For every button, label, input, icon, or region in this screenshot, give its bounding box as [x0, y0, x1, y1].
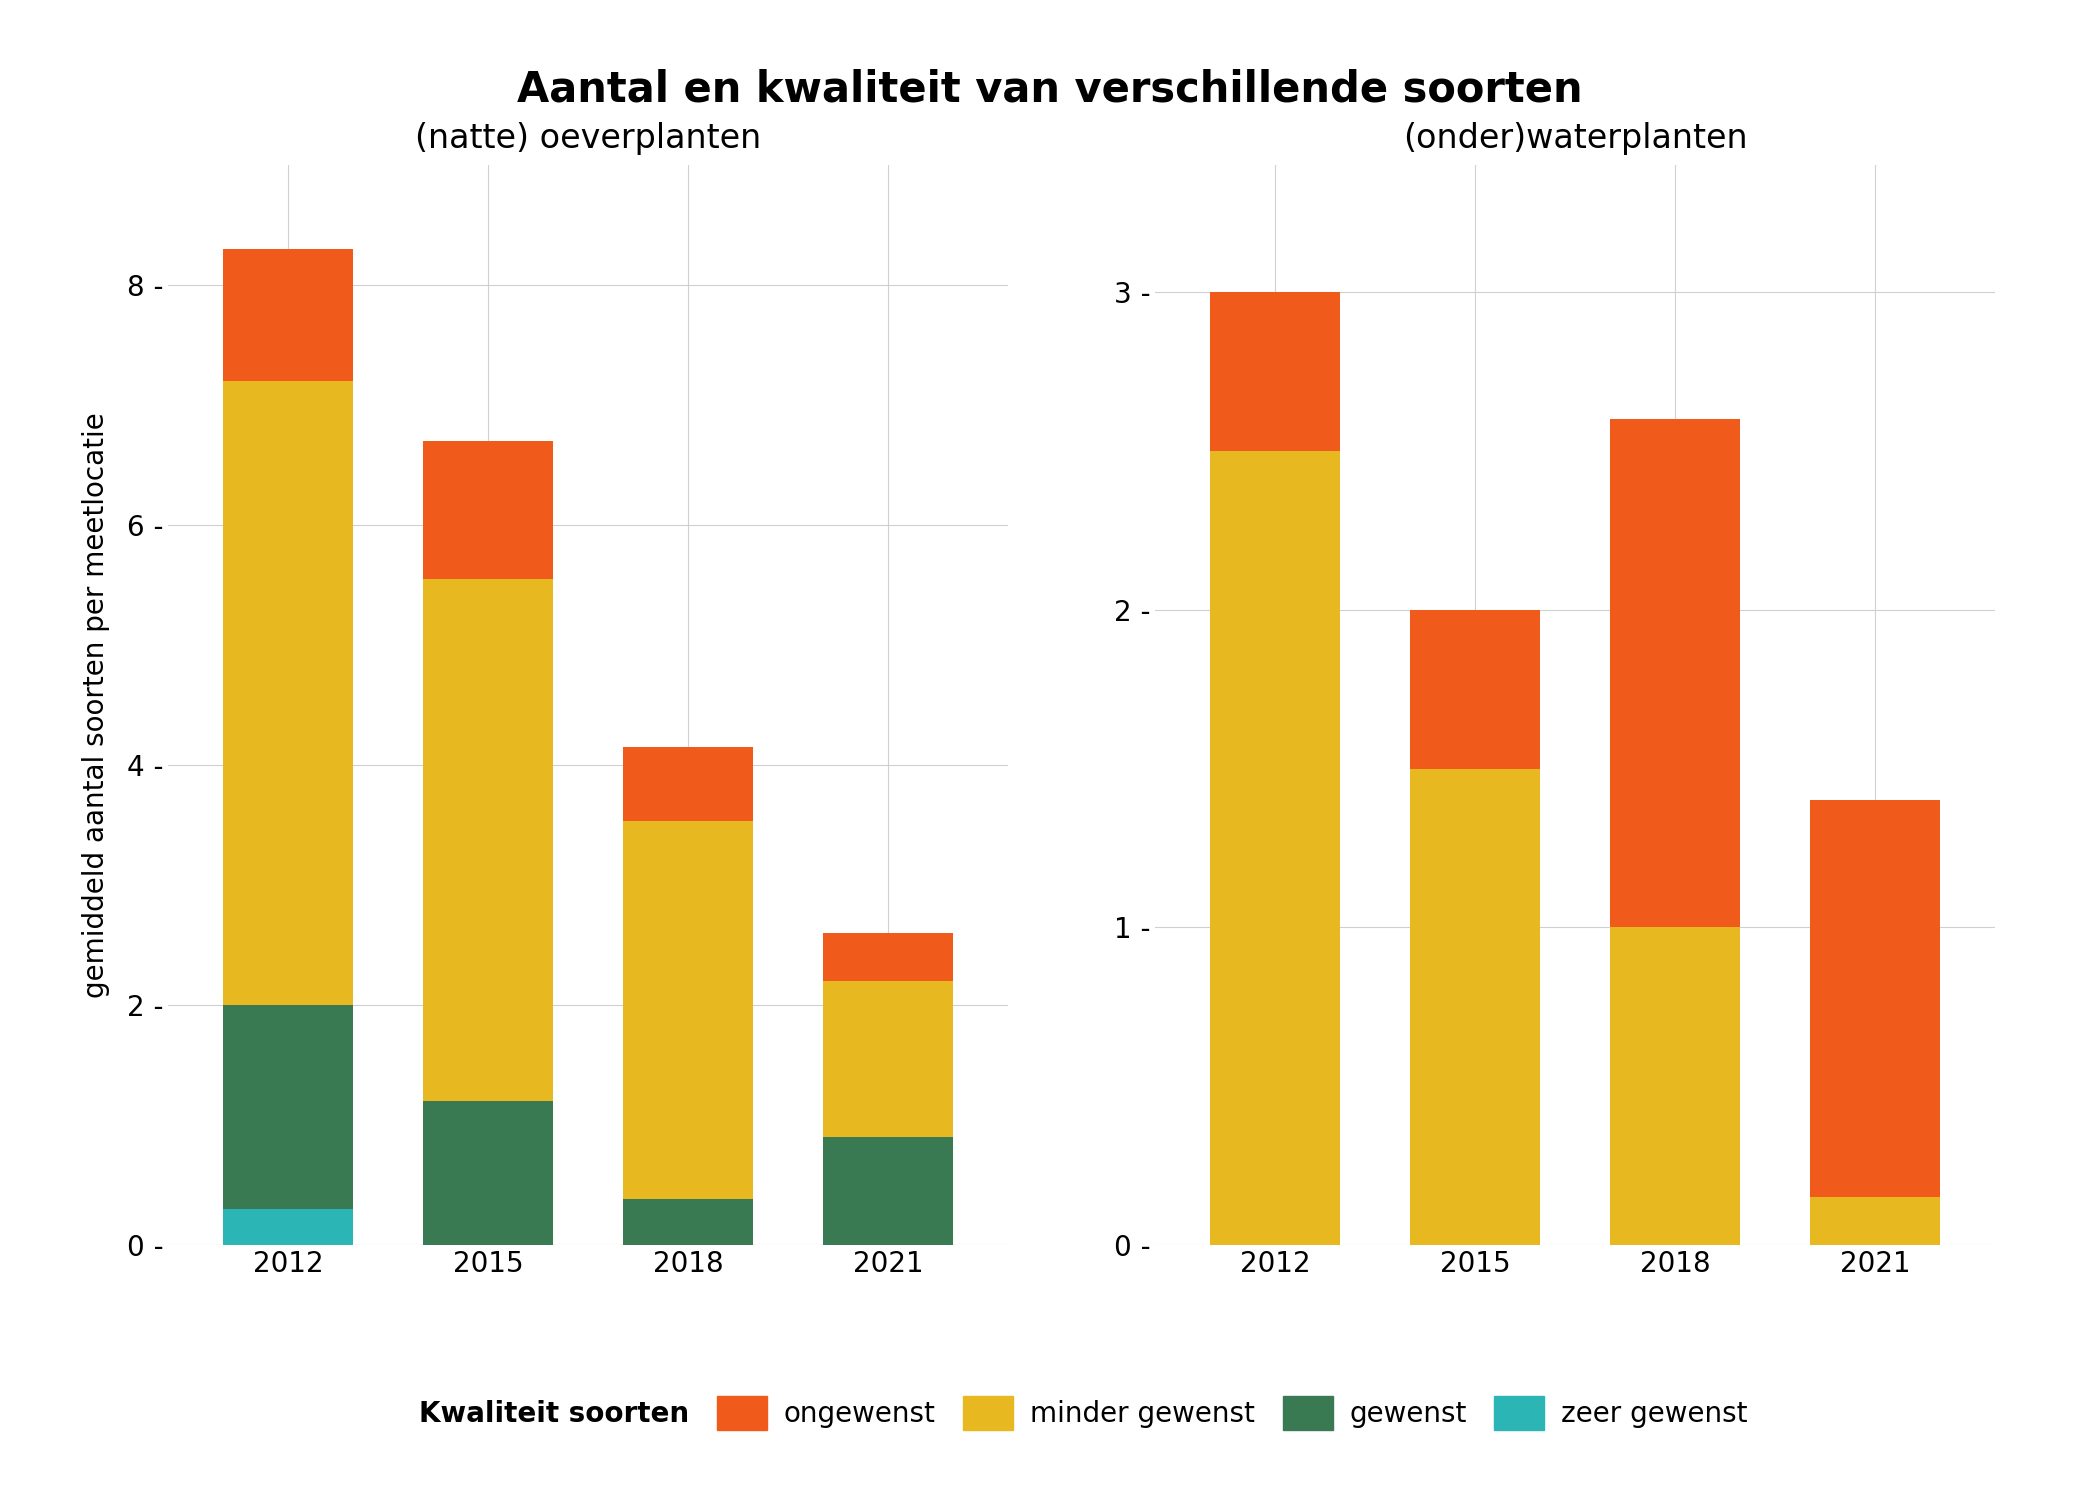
Bar — [624, 747, 754, 822]
Bar — [1409, 768, 1539, 1245]
Bar — [823, 1137, 953, 1245]
Bar — [422, 441, 552, 579]
Bar — [223, 381, 353, 1005]
Bar — [823, 981, 953, 1137]
Bar — [1611, 419, 1741, 927]
Bar — [624, 1200, 754, 1245]
Bar — [1611, 927, 1741, 1245]
Bar — [1210, 292, 1340, 452]
Bar — [1409, 609, 1539, 768]
Bar — [223, 249, 353, 381]
Bar — [223, 1005, 353, 1209]
Text: Aantal en kwaliteit van verschillende soorten: Aantal en kwaliteit van verschillende so… — [517, 69, 1583, 111]
Bar — [1810, 1197, 1940, 1245]
Y-axis label: gemiddeld aantal soorten per meetlocatie: gemiddeld aantal soorten per meetlocatie — [82, 413, 109, 998]
Bar — [1810, 801, 1940, 1197]
Bar — [823, 933, 953, 981]
Title: (onder)waterplanten: (onder)waterplanten — [1403, 123, 1747, 156]
Title: (natte) oeverplanten: (natte) oeverplanten — [416, 123, 760, 156]
Bar — [624, 822, 754, 1200]
Bar — [422, 1101, 552, 1245]
Bar — [422, 579, 552, 1101]
Legend: Kwaliteit soorten, ongewenst, minder gewenst, gewenst, zeer gewenst: Kwaliteit soorten, ongewenst, minder gew… — [342, 1384, 1758, 1442]
Bar — [1210, 452, 1340, 1245]
Bar — [223, 1209, 353, 1245]
